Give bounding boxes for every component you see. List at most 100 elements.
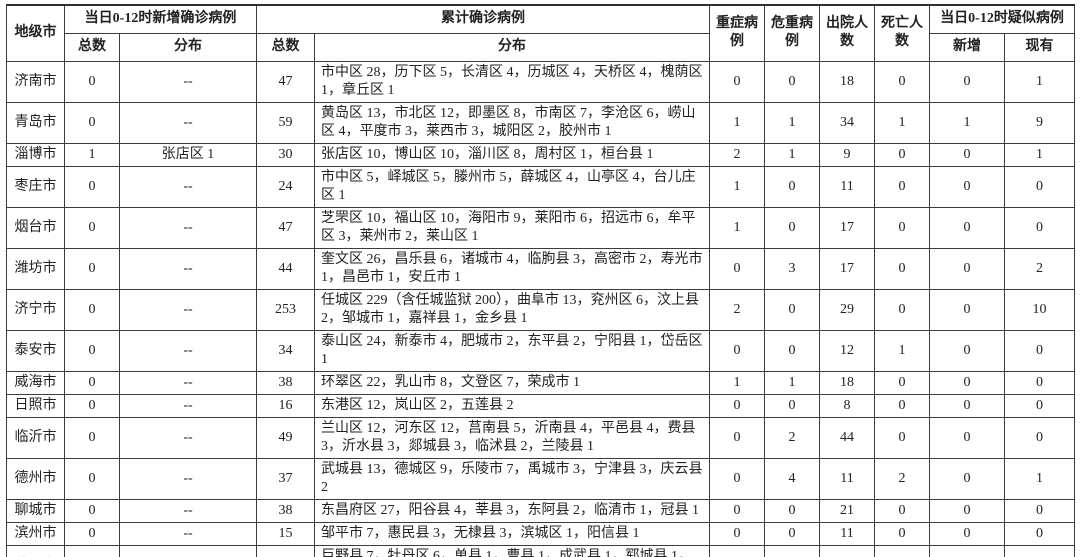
discharged-cell: 18 bbox=[819, 370, 876, 395]
new-total-cell: 1 bbox=[64, 142, 120, 167]
header-new-total: 总数 bbox=[64, 32, 120, 62]
cum-dist-cell: 奎文区 26，昌乐县 6，诸城市 4，临朐县 3，高密市 2，寿光市 1，昌邑市… bbox=[314, 247, 711, 290]
city-cell: 德州市 bbox=[6, 457, 65, 500]
cum-total-cell: 47 bbox=[256, 60, 316, 103]
deaths-cell: 0 bbox=[874, 142, 931, 167]
deaths-cell: 0 bbox=[874, 206, 931, 249]
suspected-new-cell: 0 bbox=[929, 206, 1006, 249]
cum-total-cell: 253 bbox=[256, 288, 316, 331]
header-cumulative-group: 累计确诊病例 bbox=[256, 4, 711, 34]
new-total-cell: 0 bbox=[64, 370, 120, 395]
header-deaths: 死亡人数 bbox=[874, 4, 931, 62]
discharged-cell: 18 bbox=[819, 60, 876, 103]
city-cell: 滨州市 bbox=[6, 521, 65, 546]
deaths-cell: 0 bbox=[874, 60, 931, 103]
new-total-cell: 0 bbox=[64, 393, 120, 418]
table-row: 临沂市 0 -- 49 兰山区 12，河东区 12，莒南县 5，沂南县 4，平邑县 4，… bbox=[6, 416, 1076, 459]
severe-cases-cell: 0 bbox=[709, 60, 766, 103]
suspected-existing-cell: 10 bbox=[1004, 288, 1076, 331]
severe-cases-cell: 1 bbox=[709, 206, 766, 249]
new-total-cell: 0 bbox=[64, 498, 120, 523]
cum-total-cell: 16 bbox=[256, 393, 316, 418]
cum-total-cell: 38 bbox=[256, 498, 316, 523]
table-body: 济南市 0 -- 47 市中区 28，历下区 5，长清区 4，历城区 4，天桥区 4，槐… bbox=[6, 60, 1076, 557]
critical-cases-cell: 0 bbox=[764, 544, 821, 557]
new-total-cell: 0 bbox=[64, 329, 120, 372]
critical-cases-cell: 0 bbox=[764, 165, 821, 208]
suspected-new-cell: 0 bbox=[929, 544, 1006, 557]
discharged-cell: 21 bbox=[819, 498, 876, 523]
discharged-cell: 44 bbox=[819, 416, 876, 459]
new-total-cell: 0 bbox=[64, 101, 120, 144]
critical-cases-cell: 4 bbox=[764, 457, 821, 500]
city-cell: 聊城市 bbox=[6, 498, 65, 523]
critical-cases-cell: 0 bbox=[764, 60, 821, 103]
severe-cases-cell: 0 bbox=[709, 498, 766, 523]
discharged-cell: 11 bbox=[819, 521, 876, 546]
cum-dist-cell: 兰山区 12，河东区 12，莒南县 5，沂南县 4，平邑县 4，费县 3，沂水县… bbox=[314, 416, 711, 459]
suspected-existing-cell: 2 bbox=[1004, 247, 1076, 290]
deaths-cell: 0 bbox=[874, 165, 931, 208]
header-new-cases-group: 当日0-12时新增确诊病例 bbox=[63, 4, 258, 34]
critical-cases-cell: 3 bbox=[764, 247, 821, 290]
header-severe: 重症病例 bbox=[709, 4, 766, 62]
cum-total-cell: 44 bbox=[256, 247, 316, 290]
new-dist-cell: -- bbox=[118, 544, 258, 557]
suspected-existing-cell: 0 bbox=[1004, 498, 1076, 523]
critical-cases-cell: 0 bbox=[764, 521, 821, 546]
new-dist-cell: -- bbox=[118, 521, 258, 546]
city-cell: 枣庄市 bbox=[6, 165, 65, 208]
cum-dist-cell: 市中区 28，历下区 5，长清区 4，历城区 4，天桥区 4，槐荫区 1，章丘区… bbox=[314, 60, 711, 103]
cum-total-cell: 59 bbox=[256, 101, 316, 144]
deaths-cell: 0 bbox=[874, 498, 931, 523]
suspected-new-cell: 0 bbox=[929, 288, 1006, 331]
new-dist-cell: -- bbox=[118, 247, 258, 290]
discharged-cell: 8 bbox=[819, 393, 876, 418]
critical-cases-cell: 1 bbox=[764, 370, 821, 395]
discharged-cell: 11 bbox=[819, 457, 876, 500]
suspected-new-cell: 0 bbox=[929, 457, 1006, 500]
new-total-cell: 0 bbox=[64, 60, 120, 103]
cum-dist-cell: 东昌府区 27，阳谷县 4，莘县 3，东阿县 2，临清市 1，冠县 1 bbox=[314, 498, 711, 523]
header-row-2: 总数 分布 总数 分布 新增 现有 bbox=[7, 32, 1076, 62]
new-dist-cell: -- bbox=[118, 498, 258, 523]
header-critical: 危重病例 bbox=[764, 4, 821, 62]
city-cell: 济南市 bbox=[6, 60, 65, 103]
city-cell: 菏泽市 bbox=[6, 544, 65, 557]
new-total-cell: 0 bbox=[64, 165, 120, 208]
discharged-cell: 11 bbox=[819, 165, 876, 208]
new-dist-cell: -- bbox=[118, 206, 258, 249]
header-suspected-existing: 现有 bbox=[1004, 32, 1076, 62]
new-dist-cell: 张店区 1 bbox=[118, 142, 258, 167]
table-row: 烟台市 0 -- 47 芝罘区 10，福山区 10，海阳市 9，莱阳市 6，招远市 6，… bbox=[6, 206, 1076, 249]
suspected-new-cell: 0 bbox=[929, 416, 1006, 459]
table-row: 菏泽市0--18巨野县 7，牡丹区 6，单县 1，曹县 1，成武县 1，郓城县 … bbox=[6, 544, 1076, 557]
cum-dist-cell: 泰山区 24，新泰市 4，肥城市 2，东平县 2，宁阳县 1，岱岳区 1 bbox=[314, 329, 711, 372]
new-total-cell: 0 bbox=[64, 416, 120, 459]
suspected-new-cell: 0 bbox=[929, 370, 1006, 395]
table-row: 威海市 0 -- 38 环翠区 22，乳山市 8，文登区 7，荣成市 1 1 1 18 0 0 0 bbox=[6, 370, 1076, 395]
new-total-cell: 0 bbox=[64, 544, 120, 557]
cum-dist-cell: 芝罘区 10，福山区 10，海阳市 9，莱阳市 6，招远市 6，牟平区 3，莱州… bbox=[314, 206, 711, 249]
suspected-existing-cell: 0 bbox=[1004, 370, 1076, 395]
deaths-cell: 0 bbox=[874, 544, 931, 557]
suspected-existing-cell: 0 bbox=[1004, 416, 1076, 459]
city-cell: 济宁市 bbox=[6, 288, 65, 331]
table-row: 泰安市 0 -- 34 泰山区 24，新泰市 4，肥城市 2，东平县 2，宁阳县 1，岱… bbox=[6, 329, 1076, 372]
deaths-cell: 1 bbox=[874, 329, 931, 372]
discharged-cell: 9 bbox=[819, 142, 876, 167]
suspected-new-cell: 0 bbox=[929, 498, 1006, 523]
cum-dist-cell: 黄岛区 13，市北区 12，即墨区 8，市南区 7，李沧区 6，崂山区 4，平度… bbox=[314, 101, 711, 144]
cum-dist-cell: 环翠区 22，乳山市 8，文登区 7，荣成市 1 bbox=[314, 370, 711, 395]
cum-dist-cell: 邹平市 7，惠民县 3，无棣县 3，滨城区 1，阳信县 1 bbox=[314, 521, 711, 546]
suspected-existing-cell: 0 bbox=[1004, 544, 1076, 557]
cum-dist-cell: 市中区 5，峄城区 5，滕州市 5，薛城区 4，山亭区 4，台儿庄区 1 bbox=[314, 165, 711, 208]
cum-total-cell: 18 bbox=[256, 544, 316, 557]
deaths-cell: 0 bbox=[874, 416, 931, 459]
new-total-cell: 0 bbox=[64, 206, 120, 249]
new-total-cell: 0 bbox=[64, 521, 120, 546]
suspected-new-cell: 0 bbox=[929, 393, 1006, 418]
table-row: 淄博市 1 张店区 1 30 张店区 10，博山区 10，淄川区 8，周村区 1，桓台县… bbox=[6, 142, 1076, 167]
critical-cases-cell: 0 bbox=[764, 393, 821, 418]
